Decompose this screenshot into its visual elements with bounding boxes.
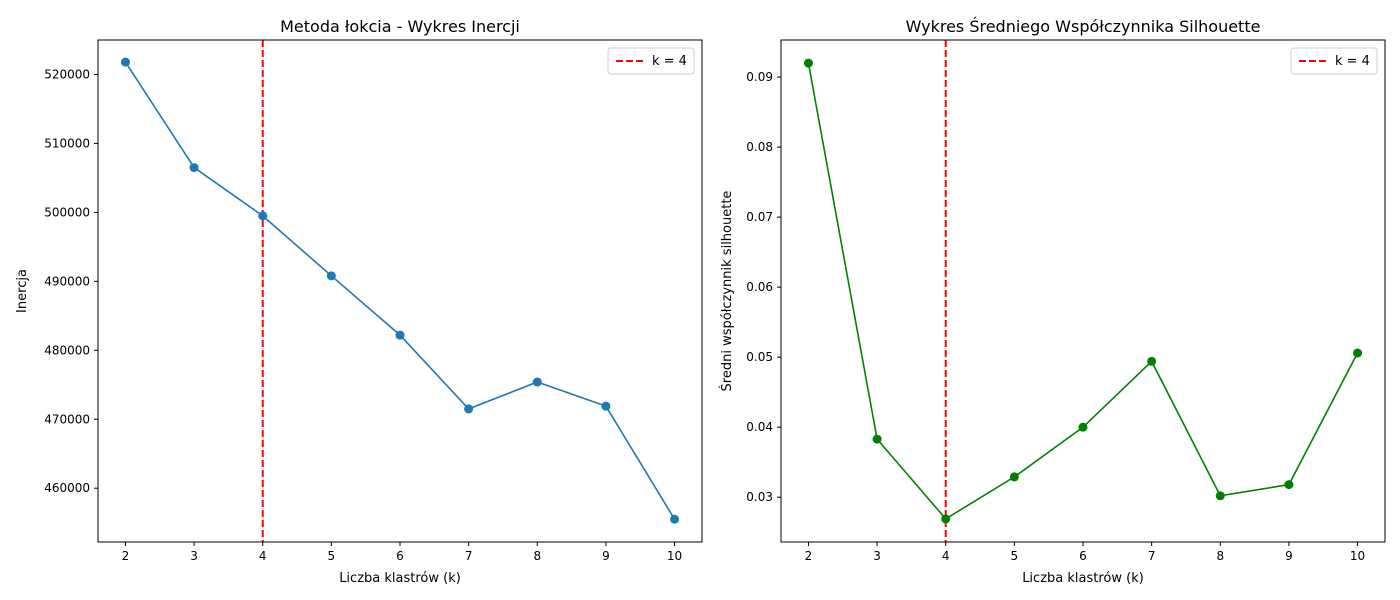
y-tick-label: 0.08 [746,140,773,154]
data-point [258,211,268,221]
chart-title: Wykres Średniego Współczynnika Silhouett… [906,17,1261,36]
legend: k = 4 [607,47,695,75]
y-tick-label: 0.04 [746,420,773,434]
legend-label: k = 4 [1335,54,1370,69]
y-axis-label: Średni współczynnik silhouette [719,191,735,392]
data-point [601,401,611,411]
data-point [1284,480,1294,490]
inertia-chart: Metoda łokcia - Wykres Inercji 2 3 4 5 6 7 8 9 10… [15,17,703,586]
x-tick-label: 7 [1148,549,1156,563]
x-tick-label: 3 [190,549,198,563]
x-tick-label: 7 [465,549,473,563]
y-tick-label: 480000 [44,343,90,357]
x-tick-label: 9 [602,549,610,563]
chart-title: Metoda łokcia - Wykres Inercji [280,17,520,36]
x-tick-label: 6 [396,549,404,563]
data-point [189,163,199,173]
y-tick-label: 470000 [44,412,90,426]
data-point [532,377,542,387]
data-point [1009,472,1019,482]
x-tick-label: 4 [942,549,950,563]
data-point [395,330,405,340]
data-point [326,271,336,281]
x-axis-label: Liczba klastrów (k) [339,571,461,586]
series-line [124,61,676,520]
y-tick-label: 0.06 [746,280,773,294]
x-tick-label: 8 [533,549,541,563]
x-tick-label: 9 [1285,549,1293,563]
x-axis-label: Liczba klastrów (k) [1022,571,1144,586]
data-point [670,514,680,524]
y-tick-label: 0.09 [746,70,773,84]
x-tick-label: 2 [122,549,130,563]
y-tick-label: 460000 [44,481,90,495]
plot-frame [97,39,703,543]
data-point [1078,422,1088,432]
data-point [941,514,951,524]
y-tick-label: 520000 [44,67,90,81]
legend-box [607,47,695,75]
x-tick-label: 6 [1079,549,1087,563]
data-point [1147,356,1157,366]
silhouette-chart: Wykres Średniego Współczynnika Silhouett… [719,17,1386,586]
y-axis-label: Inercja [15,269,30,313]
data-point [120,57,130,67]
data-point [464,404,474,414]
x-tick-label: 4 [259,549,267,563]
x-tick-label: 3 [873,549,881,563]
plot-frame [780,39,1386,543]
x-tick-label: 5 [328,549,336,563]
x-tick-label: 8 [1216,549,1224,563]
x-tick-label: 10 [667,549,682,563]
data-point [1353,348,1363,358]
y-tick-label: 0.07 [746,210,773,224]
legend-label: k = 4 [652,54,687,69]
data-point [1215,491,1225,501]
legend-box [1290,47,1378,75]
y-tick-label: 490000 [44,274,90,288]
y-tick-label: 0.05 [746,350,773,364]
legend: k = 4 [1290,47,1378,75]
data-point [803,58,813,68]
y-tick-label: 0.03 [746,490,773,504]
y-tick-label: 500000 [44,205,90,219]
x-tick-label: 2 [805,549,813,563]
data-point [872,434,882,444]
y-tick-label: 510000 [44,136,90,150]
series-line [807,62,1359,520]
x-tick-label: 5 [1011,549,1019,563]
x-tick-label: 10 [1350,549,1365,563]
